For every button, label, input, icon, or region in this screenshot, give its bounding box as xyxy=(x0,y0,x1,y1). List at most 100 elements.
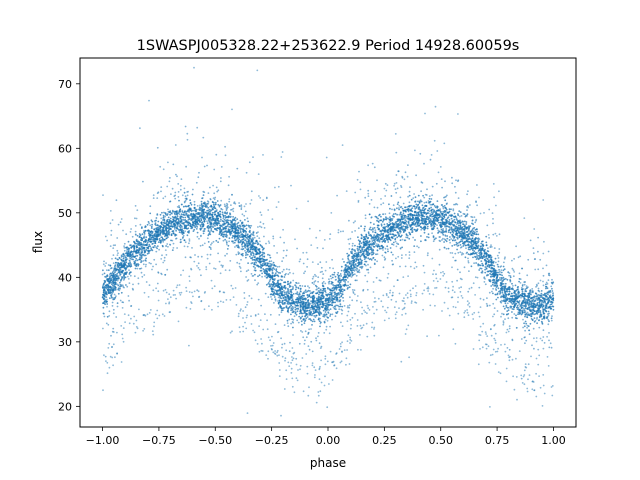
data-point xyxy=(247,247,250,250)
data-point xyxy=(336,304,339,307)
data-point xyxy=(237,221,240,224)
data-point xyxy=(504,288,506,290)
data-point xyxy=(462,228,465,231)
data-point xyxy=(172,232,175,234)
data-point xyxy=(387,231,390,234)
data-point xyxy=(370,235,373,238)
data-point xyxy=(508,297,510,300)
data-point xyxy=(401,228,404,231)
data-point xyxy=(110,296,113,299)
data-point xyxy=(543,293,546,296)
data-point xyxy=(200,217,202,220)
data-point xyxy=(385,216,387,219)
data-point xyxy=(345,284,348,287)
data-point xyxy=(375,244,377,247)
data-point xyxy=(310,304,313,307)
data-point xyxy=(223,218,226,221)
data-point xyxy=(156,245,159,248)
data-point xyxy=(150,219,153,222)
data-point xyxy=(396,236,399,239)
data-point xyxy=(412,216,414,219)
data-point xyxy=(231,236,234,239)
data-point xyxy=(463,220,466,223)
data-point xyxy=(348,260,351,262)
data-point xyxy=(534,299,537,302)
data-point xyxy=(373,223,375,226)
data-point xyxy=(404,219,407,222)
data-point xyxy=(173,212,176,215)
data-point xyxy=(109,286,112,288)
data-point xyxy=(374,231,377,234)
data-point xyxy=(433,225,436,228)
data-point xyxy=(269,256,272,259)
data-point xyxy=(370,229,373,231)
data-point xyxy=(418,210,421,213)
data-point xyxy=(183,239,186,242)
data-point xyxy=(443,216,446,218)
data-point xyxy=(295,307,298,310)
data-point xyxy=(443,241,445,243)
data-point xyxy=(183,191,186,194)
data-point xyxy=(397,222,400,225)
data-point xyxy=(222,235,224,238)
data-point xyxy=(272,281,274,284)
data-point xyxy=(279,283,282,285)
data-point xyxy=(339,273,342,275)
data-point xyxy=(233,227,236,229)
data-point xyxy=(358,246,361,249)
data-point xyxy=(386,245,389,248)
data-point xyxy=(329,300,332,303)
data-point xyxy=(284,284,286,287)
data-point xyxy=(226,248,229,250)
data-point xyxy=(105,287,108,289)
data-point xyxy=(291,298,294,301)
data-point xyxy=(191,224,194,227)
data-point xyxy=(240,208,243,210)
data-point xyxy=(526,300,528,303)
data-point xyxy=(276,270,278,273)
data-point xyxy=(247,220,250,223)
data-point xyxy=(313,320,316,323)
data-point xyxy=(298,292,301,295)
data-point xyxy=(226,205,228,207)
data-point xyxy=(326,304,329,306)
data-point xyxy=(232,234,234,237)
data-point xyxy=(353,259,356,261)
data-point xyxy=(308,294,311,296)
data-point xyxy=(247,248,250,251)
data-point xyxy=(324,297,327,300)
data-point xyxy=(210,228,213,230)
data-point xyxy=(509,300,512,303)
data-point xyxy=(165,229,168,232)
data-point xyxy=(455,230,458,233)
data-point xyxy=(505,304,508,307)
data-point xyxy=(477,240,480,243)
data-point xyxy=(278,299,281,302)
data-point xyxy=(129,261,132,264)
data-point xyxy=(492,292,494,295)
data-point xyxy=(450,217,453,220)
data-point xyxy=(166,218,169,221)
data-point xyxy=(545,307,548,309)
data-point xyxy=(513,304,516,307)
data-point xyxy=(127,240,130,243)
data-point xyxy=(346,276,349,279)
data-point xyxy=(326,302,328,304)
data-point xyxy=(435,211,438,214)
data-point xyxy=(549,289,552,292)
data-point xyxy=(199,228,202,231)
data-point xyxy=(212,208,214,211)
data-point xyxy=(392,241,395,244)
data-point xyxy=(326,294,329,296)
data-point xyxy=(516,304,519,307)
data-point xyxy=(105,301,107,304)
data-point xyxy=(439,216,441,219)
data-point xyxy=(135,242,137,245)
data-point xyxy=(224,205,227,208)
data-point xyxy=(132,255,135,258)
data-point xyxy=(147,249,150,252)
data-point xyxy=(306,316,309,318)
data-point xyxy=(343,289,346,291)
data-point xyxy=(334,293,336,296)
data-point xyxy=(214,201,217,204)
